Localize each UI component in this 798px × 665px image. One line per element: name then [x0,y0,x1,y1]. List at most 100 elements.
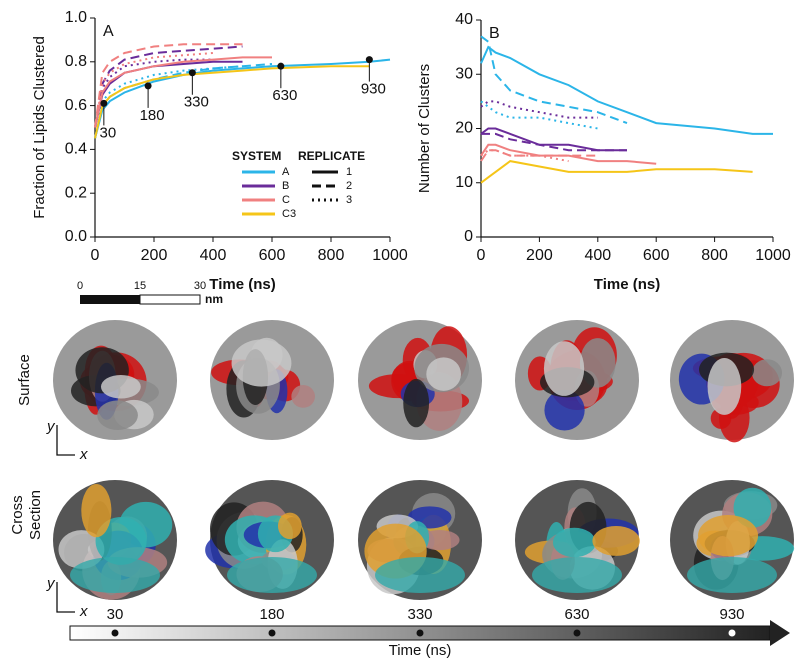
row-label: Cross [9,495,26,534]
series-line [480,45,773,135]
marker-point [100,99,108,107]
legend-label: 2 [346,180,352,192]
snapshot-patch [552,527,596,558]
row-label: Section [27,490,44,540]
marker-label: 180 [140,107,165,124]
timeline-dot [111,629,119,637]
legend-title: REPLICATE [298,149,365,163]
axis-glyph-label: y [46,418,56,435]
series-line [94,43,243,128]
timeline-label: 630 [564,606,589,623]
timeline-label: 930 [719,606,744,623]
snapshot-patch [419,529,460,551]
axis-glyph [56,425,75,456]
series-line [480,160,753,184]
series-line [480,100,598,119]
snapshot-patch [375,557,465,593]
marker-label: 330 [184,94,209,111]
axis-glyph [56,582,75,613]
x-tick-label: 800 [701,247,728,264]
y-tick-label: 30 [455,65,473,82]
snapshot-patch [532,557,622,593]
snapshot-patch [227,557,317,593]
snapshot-patch [707,358,742,415]
snapshot-patch [277,512,302,540]
series-line [480,100,598,130]
snapshot-patch [751,359,783,387]
marker-label: 30 [100,124,117,141]
scale-bar-black [80,295,140,304]
timeline-dot [268,629,276,637]
snapshot-patch [687,557,777,593]
series-line [481,132,627,152]
series-line [480,35,628,125]
snapshot-patch [592,525,640,556]
legend-label: A [282,166,290,178]
y-tick-label: 0.2 [65,184,87,201]
snapshot-patch [100,374,141,399]
y-tick-label: 1.0 [65,9,87,26]
scale-bar-unit: nm [205,292,223,306]
timeline-title: Time (ns) [389,642,452,659]
x-axis-label: Time (ns) [594,276,660,293]
series-line [94,58,391,139]
timeline-label: 330 [407,606,432,623]
marker-point [365,56,373,64]
y-tick-label: 0.4 [65,141,87,158]
marker-point [188,69,196,77]
legend-label: B [282,180,289,192]
snapshot-patch [97,400,138,430]
legend-label: C3 [282,208,296,220]
series-line [94,56,272,128]
x-tick-label: 600 [259,247,286,264]
scale-bar-white [139,294,201,305]
timeline-arrow [770,620,790,646]
marker-label: 630 [272,87,297,104]
series-line [94,65,370,139]
series-line [94,65,243,139]
timeline-label: 180 [259,606,284,623]
snapshot-patch [231,339,292,387]
axis-glyph-label: y [46,575,56,592]
x-tick-label: 0 [477,247,486,264]
snapshots [53,320,795,600]
scale-bar-label: 15 [134,280,146,292]
scale-bar-label: 30 [194,280,206,292]
axis-glyph-label: x [79,446,88,463]
snapshot-patch [70,557,160,593]
x-tick-label: 400 [200,247,227,264]
timeline-dot [728,629,736,637]
snapshot-patch [543,341,585,396]
x-tick-label: 1000 [372,247,408,264]
axis-glyph-label: x [79,603,88,620]
y-tick-label: 0.0 [65,228,87,245]
timeline-dot [573,629,581,637]
row-label: Surface [16,354,33,406]
timeline-dot [416,629,424,637]
snapshot-patch [426,357,461,391]
snapshot-patch [58,530,105,569]
marker-point [277,62,285,70]
legend-label: 1 [346,166,352,178]
y-tick-label: 40 [455,11,473,28]
legend-label: 3 [346,194,352,206]
x-tick-label: 200 [526,247,553,264]
timeline-label: 30 [107,606,124,623]
legend-label: C [282,194,290,206]
x-tick-label: 0 [91,247,100,264]
snapshot-patch [95,516,147,565]
y-tick-label: 20 [455,120,473,137]
snapshot-patch [544,389,585,431]
x-tick-label: 400 [584,247,611,264]
snapshot-patch [291,385,316,408]
x-tick-label: 800 [318,247,345,264]
series-line [480,149,569,163]
x-tick-label: 600 [643,247,670,264]
snapshot-patch [403,378,430,428]
snapshot-patch [698,515,759,557]
series-line [94,45,243,128]
y-axis-label: Number of Clusters [416,64,433,193]
y-tick-label: 0.6 [65,97,87,114]
x-tick-label: 1000 [755,247,791,264]
legend-title: SYSTEM [232,149,281,163]
